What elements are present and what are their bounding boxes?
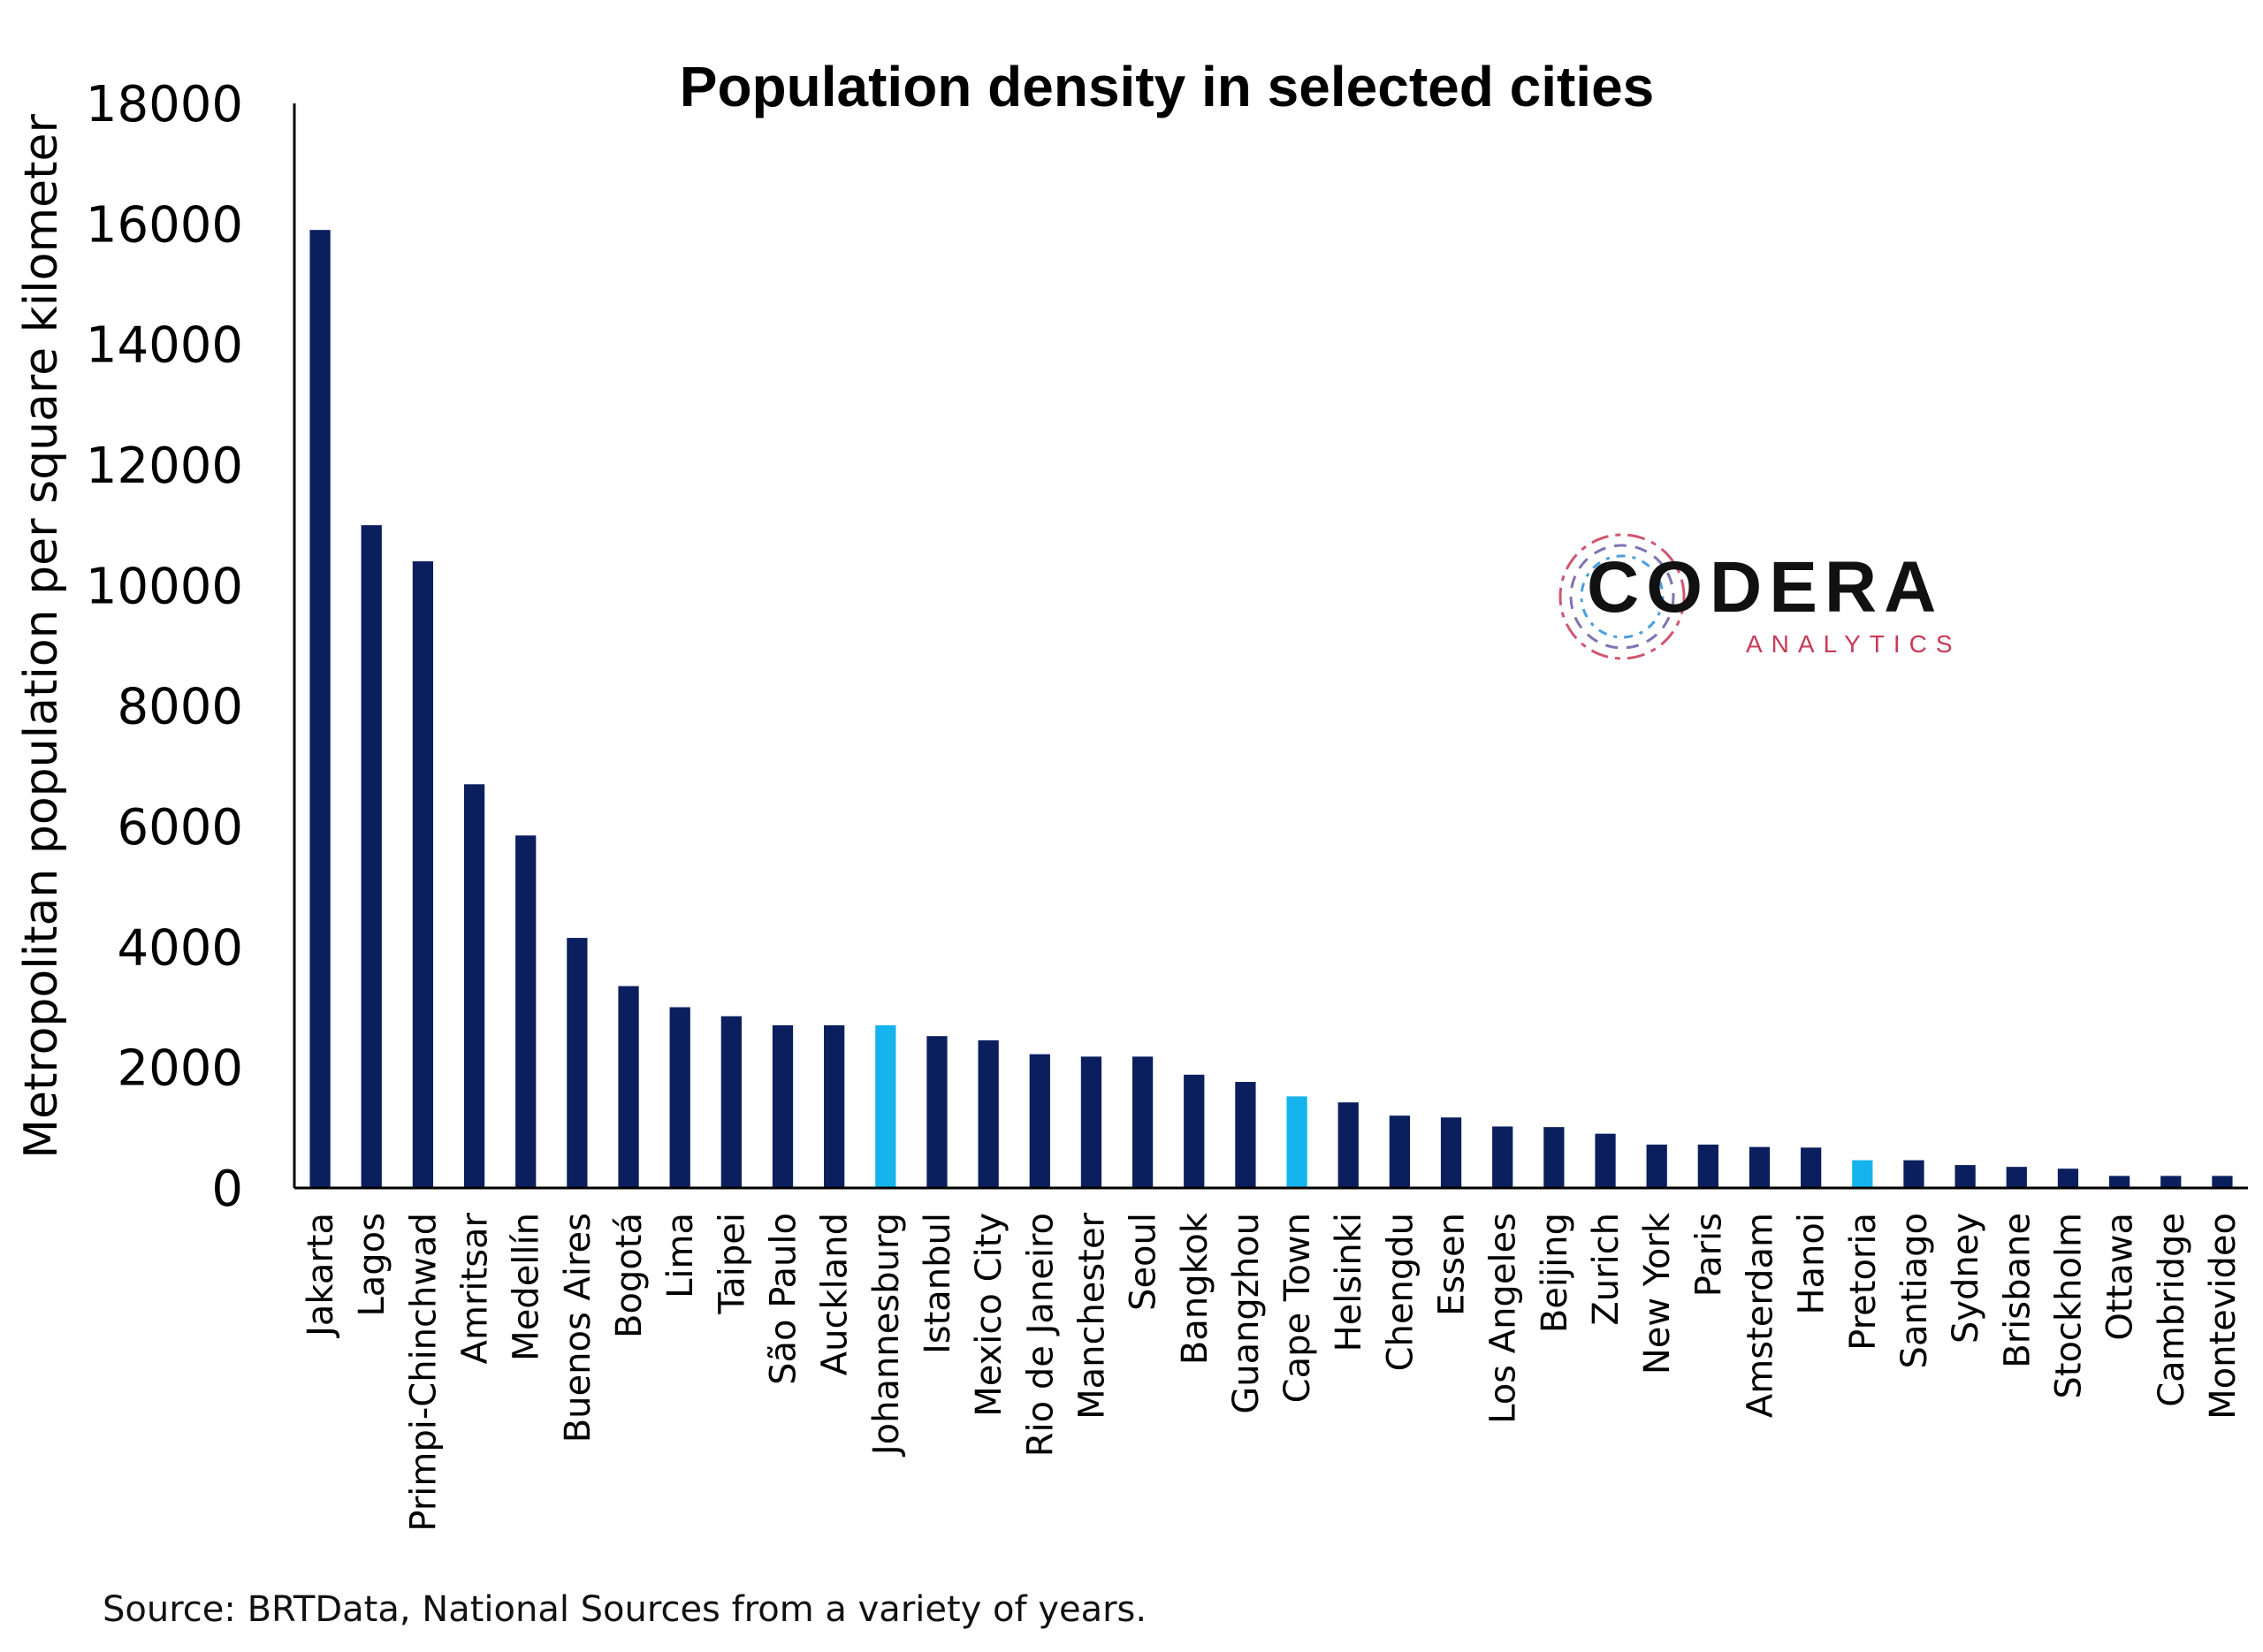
- bar: [1595, 1133, 1616, 1188]
- x-tick-label: Bangkok: [1175, 1212, 1215, 1365]
- bars: [309, 230, 2233, 1188]
- x-tick-label: Paris: [1688, 1213, 1729, 1297]
- x-tick-label: Lagos: [352, 1213, 392, 1317]
- x-axis-labels: Jakarta Lagos Primpi-Chinchwad Amritsar Mede…: [301, 1212, 2244, 1531]
- x-tick-label: Hanoi: [1792, 1213, 1832, 1315]
- bar: [1852, 1160, 1873, 1188]
- codera-logo-mark: CODERA ANALYTICS: [1558, 533, 1962, 660]
- bar: [2160, 1176, 2182, 1188]
- x-tick-label: Taipei: [712, 1213, 752, 1315]
- x-tick-label: Amritsar: [455, 1212, 496, 1364]
- x-tick-label: Cape Town: [1277, 1213, 1318, 1403]
- bar: [1029, 1054, 1050, 1188]
- bar: [669, 1007, 690, 1188]
- y-tick-label: 10000: [86, 558, 243, 615]
- x-tick-label: Jakarta: [301, 1213, 341, 1339]
- bar: [1543, 1127, 1565, 1188]
- bar: [361, 525, 382, 1188]
- bar: [1440, 1117, 1462, 1188]
- y-tick-label: 0: [211, 1161, 243, 1218]
- y-tick-label: 6000: [117, 799, 243, 856]
- x-tick-label: Istanbul: [918, 1213, 958, 1354]
- y-tick-label: 18000: [86, 76, 243, 133]
- x-tick-label: Bogotá: [609, 1213, 650, 1338]
- bar: [1954, 1165, 1976, 1188]
- bar: [515, 835, 537, 1188]
- bar: [2212, 1176, 2233, 1188]
- x-tick-label: São Paulo: [764, 1213, 804, 1385]
- x-tick-label: Rio de Janeiro: [1020, 1213, 1061, 1457]
- logo-sub: ANALYTICS: [1746, 630, 1962, 658]
- circuit-ring-icon: [1558, 533, 1686, 660]
- bar: [926, 1036, 948, 1188]
- logo-name: CODERA: [1587, 547, 1943, 628]
- x-tick-label: Primpi-Chinchwad: [403, 1213, 444, 1532]
- x-tick-label: Buenos Aires: [558, 1213, 598, 1443]
- x-tick-label: Ottawa: [2100, 1213, 2141, 1341]
- x-tick-label: Seoul: [1124, 1213, 1164, 1311]
- y-tick-label: 12000: [86, 438, 243, 495]
- bar: [1492, 1126, 1513, 1188]
- bar: [1749, 1146, 1771, 1188]
- x-tick-label: Montevideo: [2203, 1213, 2244, 1420]
- bar: [2006, 1167, 2027, 1188]
- bar: [772, 1024, 794, 1188]
- x-tick-label: Pretoria: [1843, 1213, 1884, 1351]
- y-axis-label: Metropolitan population per square kilom…: [15, 113, 68, 1158]
- bar: [2108, 1176, 2130, 1188]
- bar: [1903, 1160, 1924, 1188]
- x-tick-label: Manchester: [1071, 1212, 1112, 1419]
- y-tick-label: 8000: [117, 679, 243, 736]
- bar: [1286, 1096, 1307, 1188]
- bar: [824, 1024, 845, 1188]
- x-tick-label: Santiago: [1894, 1213, 1935, 1368]
- bar: [978, 1039, 999, 1188]
- bar: [412, 561, 434, 1188]
- x-tick-label: Los Angeles: [1483, 1213, 1524, 1424]
- x-tick-label: Stockholm: [2048, 1213, 2089, 1399]
- x-tick-label: Cambridge: [2152, 1213, 2192, 1407]
- bar: [1697, 1144, 1718, 1188]
- x-tick-label: Amsterdam: [1741, 1213, 1781, 1418]
- y-tick-label: 16000: [86, 196, 243, 254]
- y-tick-label: 4000: [117, 919, 243, 977]
- x-tick-label: Brisbane: [1997, 1213, 2038, 1368]
- chart-title: Population density in selected cities: [680, 55, 1655, 118]
- x-tick-label: Helsinki: [1329, 1213, 1369, 1351]
- bar: [1801, 1147, 1822, 1188]
- source-note: Source: BRTData, National Sources from a…: [103, 1589, 1147, 1630]
- y-tick-label: 2000: [117, 1040, 243, 1098]
- x-tick-label: Johannesburg: [866, 1213, 907, 1458]
- x-tick-label: Zurich: [1586, 1213, 1627, 1326]
- bar: [1080, 1056, 1102, 1188]
- x-tick-label: Lima: [660, 1213, 701, 1298]
- y-axis-ticks: 0 2000 4000 6000 8000 10000 12000 14000 16000 180…: [86, 76, 243, 1218]
- bar: [1389, 1115, 1411, 1188]
- bar: [875, 1024, 896, 1188]
- x-tick-label: Essen: [1432, 1213, 1473, 1316]
- bar: [1132, 1056, 1154, 1188]
- bar: [1235, 1082, 1256, 1188]
- y-tick-label: 14000: [86, 317, 243, 375]
- bar: [1337, 1102, 1359, 1188]
- bar: [2057, 1169, 2079, 1188]
- bar: [618, 986, 639, 1188]
- bar: [720, 1016, 742, 1188]
- bar: [309, 230, 331, 1188]
- x-tick-label: New York: [1637, 1212, 1678, 1374]
- bar: [1184, 1074, 1205, 1188]
- x-tick-label: Beijing: [1535, 1213, 1575, 1333]
- x-tick-label: Chengdu: [1380, 1213, 1421, 1371]
- codera-logo: CODERA ANALYTICS: [1547, 521, 1971, 672]
- x-tick-label: Guangzhou: [1226, 1213, 1267, 1414]
- x-tick-label: Mexico City: [969, 1213, 1010, 1417]
- x-tick-label: Auckland: [815, 1213, 856, 1375]
- x-tick-label: Medellín: [507, 1213, 547, 1361]
- x-tick-label: Sydney: [1946, 1213, 1986, 1344]
- bar: [463, 784, 485, 1188]
- bar: [567, 938, 588, 1188]
- bar: [1646, 1144, 1667, 1188]
